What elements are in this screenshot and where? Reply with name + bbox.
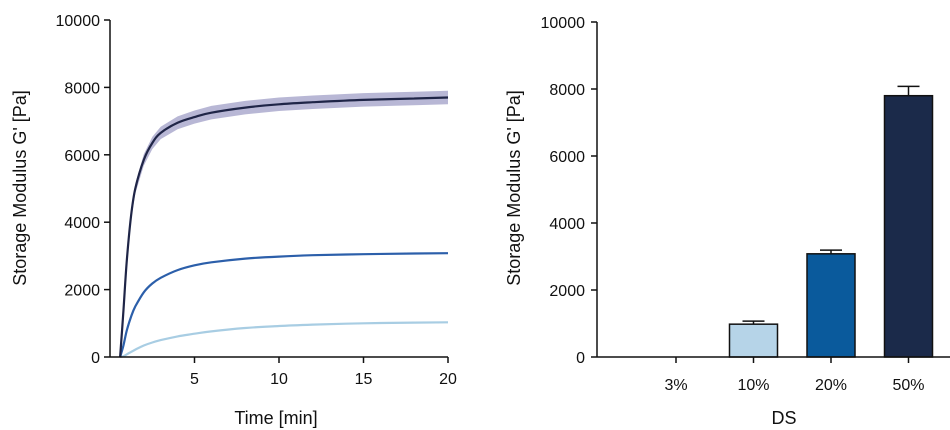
x-tick-label: 3% [664,377,687,394]
series-1-error-band [120,90,448,358]
series-3-line [119,321,449,359]
y-tick-label: 0 [576,350,585,367]
y-tick-label: 8000 [549,82,585,99]
x-tick-label: 20% [815,377,847,394]
y-tick-label: 8000 [64,80,100,97]
bar-50pct [883,94,934,358]
y-axis-label: Storage Modulus G' [Pa] [504,90,524,286]
bar-layer [728,85,934,358]
bar-chart: 0 2000 4000 6000 8000 10000 3% 10% 20% 50% DS St… [504,15,950,428]
x-tick-label: 15 [355,371,373,388]
x-axis-label: DS [771,408,796,428]
y-tick-label: 10000 [56,13,101,30]
y-tick-label: 2000 [549,283,585,300]
series-layer [119,96,449,359]
x-tick-label: 20 [439,371,457,388]
series-2-line [119,252,449,358]
x-tick-label: 10% [737,377,769,394]
y-tick-label: 0 [91,350,100,367]
x-tick-label: 10 [270,371,288,388]
x-tick-label: 5 [190,371,199,388]
x-ticks: 5 10 15 20 [190,357,457,388]
x-tick-label: 50% [892,377,924,394]
y-tick-label: 10000 [541,15,586,32]
y-tick-label: 4000 [549,216,585,233]
y-tick-label: 4000 [64,215,100,232]
bar-20pct [806,253,856,358]
x-ticks: 3% 10% 20% 50% [664,357,925,394]
bar-10pct [728,323,779,358]
line-chart: 0 2000 4000 6000 8000 10000 5 10 15 20 Time [min… [10,13,457,428]
y-tick-label: 2000 [64,283,100,300]
error-band-layer [120,90,448,358]
y-tick-label: 6000 [64,148,100,165]
y-ticks: 0 2000 4000 6000 8000 10000 [56,13,110,367]
y-axis-label: Storage Modulus G' [Pa] [10,90,30,286]
y-tick-label: 6000 [549,149,585,166]
y-ticks: 0 2000 4000 6000 8000 10000 [541,15,597,367]
x-axis-label: Time [min] [234,408,317,428]
series-1-line [119,96,449,358]
